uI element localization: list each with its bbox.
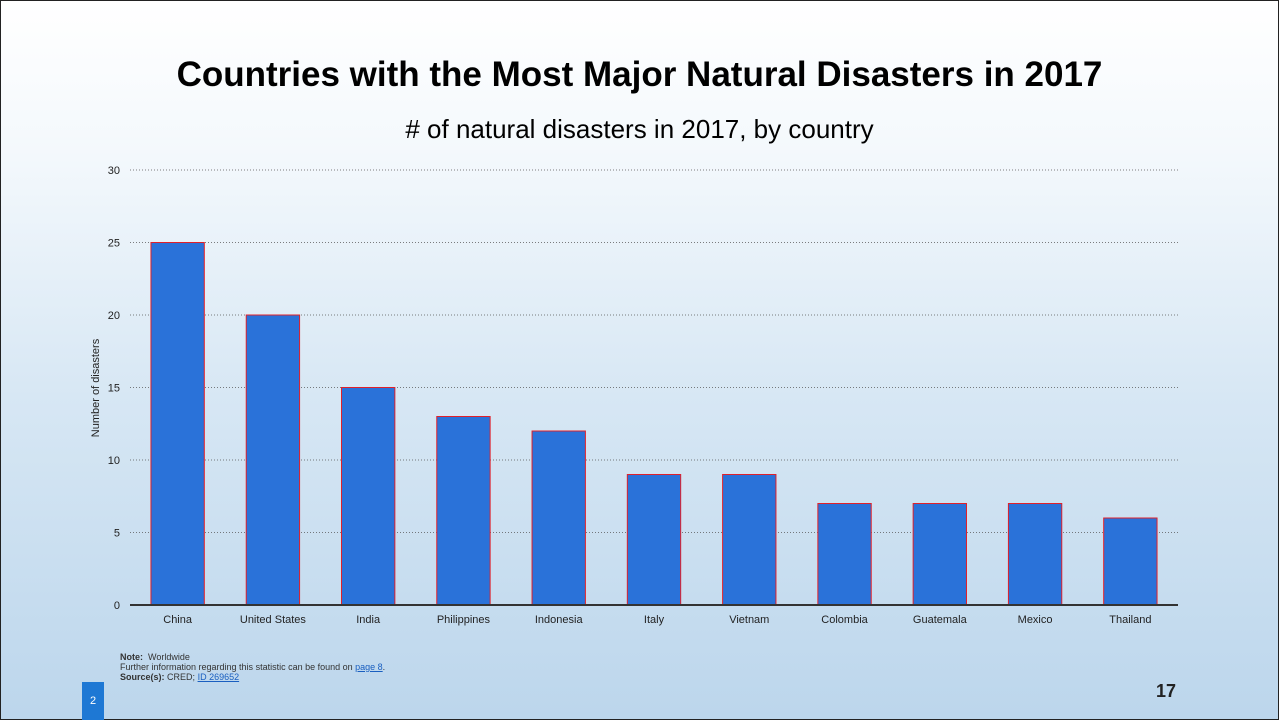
note-label: Note: (120, 652, 143, 662)
x-tick-label: Italy (644, 614, 665, 626)
bar-italy (626, 474, 682, 606)
slide-number: 17 (1156, 681, 1177, 701)
source-label: Source(s): (120, 672, 165, 682)
source-id-link[interactable]: ID 269652 (197, 672, 240, 682)
x-tick-label: Thailand (1109, 614, 1151, 626)
x-tick-label: Indonesia (535, 614, 584, 626)
info-line: Further information regarding this stati… (120, 662, 385, 672)
chart-title: Countries with the Most Major Natural Di… (176, 55, 1103, 94)
x-tick-label: China (163, 614, 193, 626)
bar-india (341, 387, 396, 606)
bar-indonesia (531, 430, 586, 606)
y-axis-label: Number of disasters (90, 338, 102, 437)
y-tick-label: 20 (108, 310, 120, 322)
x-tick-label: Guatemala (913, 614, 968, 626)
y-tick-label: 10 (108, 455, 120, 467)
y-tick-label: 25 (108, 238, 120, 250)
info-text: Further information regarding this stati… (120, 662, 353, 672)
bar-thailand (1103, 517, 1158, 606)
y-tick-label: 15 (108, 383, 120, 395)
info-end: . (382, 662, 386, 672)
bar-china (150, 242, 205, 606)
bar-chart: 0 5 10 15 20 25 30 China United States India Phil… (90, 165, 1178, 626)
bar-united-states (245, 314, 301, 606)
source-text: CRED; (167, 672, 196, 682)
page-badge: 2 (82, 682, 104, 720)
x-tick-label: Mexico (1018, 614, 1053, 626)
y-tick-label: 30 (108, 165, 120, 177)
bar-guatemala (912, 503, 967, 606)
x-tick-label: Vietnam (729, 614, 769, 626)
y-tick-label: 0 (114, 600, 120, 612)
x-tick-label: Colombia (821, 614, 868, 626)
x-tick-label: India (356, 614, 381, 626)
bar-philippines (436, 416, 491, 606)
note-line: Note: Worldwide (120, 652, 385, 662)
bars (150, 242, 1158, 606)
x-tick-label: United States (240, 614, 307, 626)
source-line: Source(s): CRED; ID 269652 (120, 672, 385, 682)
page-link[interactable]: page 8 (355, 662, 383, 672)
gridlines (130, 169, 1178, 533)
x-tick-label: Philippines (437, 614, 491, 626)
bar-mexico (1007, 503, 1063, 606)
footnote: Note: Worldwide Further information rega… (120, 652, 385, 682)
bar-vietnam (722, 474, 777, 606)
bar-colombia (817, 503, 872, 606)
y-tick-label: 5 (114, 528, 120, 540)
x-tick-labels: China United States India Philippines Indone… (163, 614, 1151, 626)
note-text: Worldwide (148, 652, 190, 662)
y-tick-labels: 0 5 10 15 20 25 30 (108, 165, 120, 612)
chart-subtitle: # of natural disasters in 2017, by count… (405, 114, 874, 144)
